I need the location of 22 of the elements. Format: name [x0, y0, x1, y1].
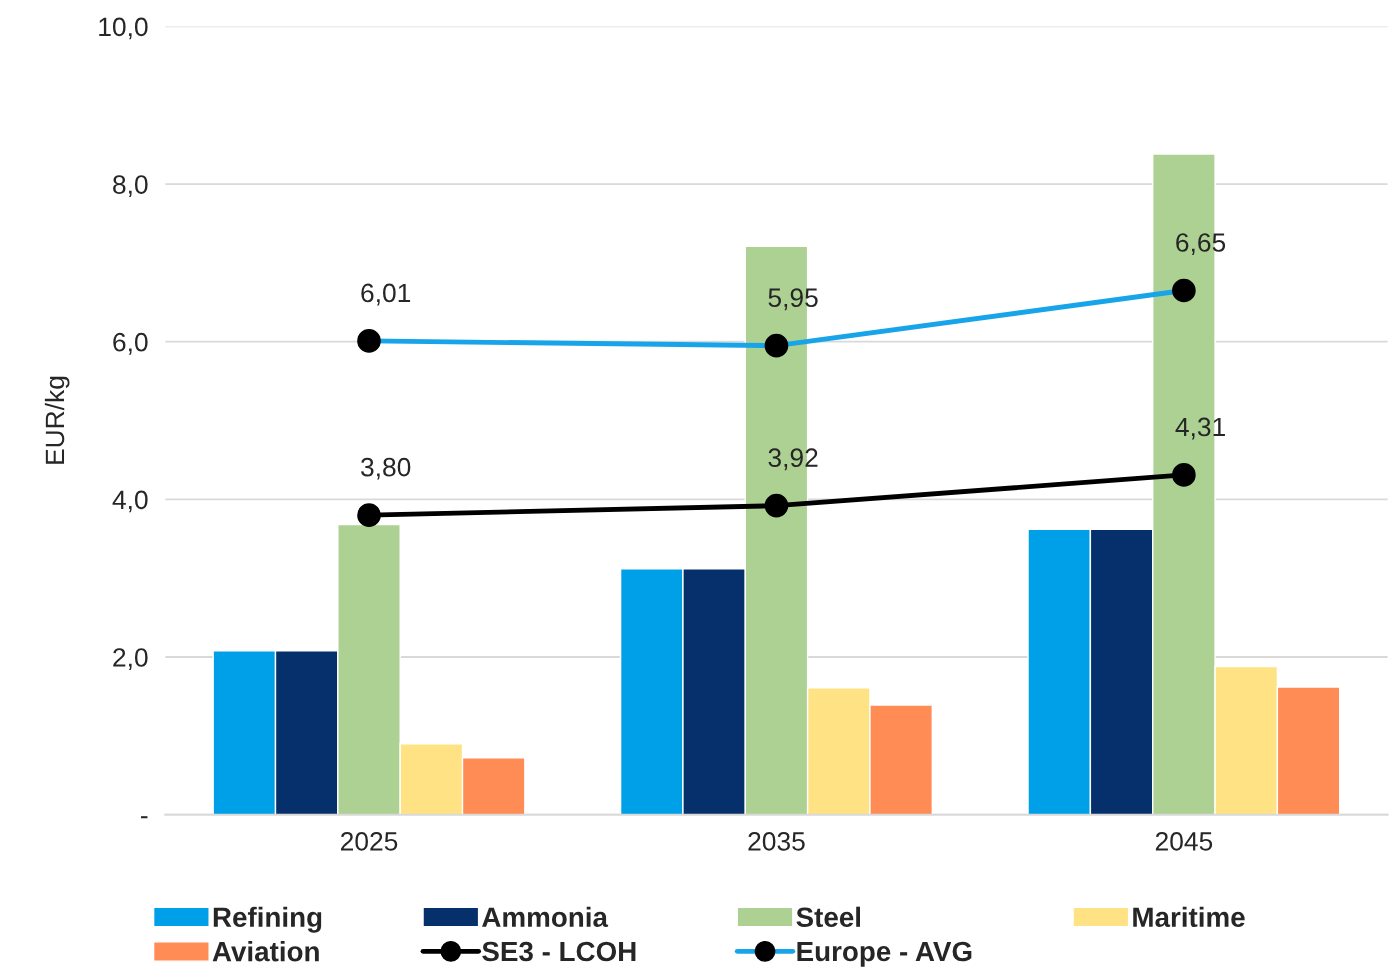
legend-label: SE3 - LCOH: [482, 941, 636, 962]
data-label: 3,80: [361, 457, 411, 480]
x-tick-label: 2045: [1155, 832, 1213, 851]
y-tick-label: 10,0: [99, 17, 148, 40]
legend-label: Maritime: [1133, 906, 1245, 928]
legend-label: Aviation: [212, 941, 319, 962]
y-tick-label: 8,0: [113, 175, 148, 197]
data-label: 6,01: [361, 283, 411, 306]
point: [357, 503, 381, 527]
y-tick-label: 6,0: [113, 332, 148, 355]
y-axis-title: EUR/kg: [44, 376, 70, 464]
point: [764, 493, 789, 518]
legend-label: Europe - AVG: [797, 941, 972, 967]
y-tick-label: 2,0: [113, 648, 148, 670]
y-tick-label: -: [141, 816, 148, 819]
point: [1172, 463, 1196, 487]
x-tick-label: 2035: [748, 832, 805, 851]
x-tick-label: 2025: [340, 832, 398, 851]
y-tick-label: 4,0: [112, 490, 148, 513]
legend-label: Refining: [213, 906, 322, 933]
legend-label: Ammonia: [482, 906, 609, 928]
legend-label: Steel: [796, 906, 861, 928]
